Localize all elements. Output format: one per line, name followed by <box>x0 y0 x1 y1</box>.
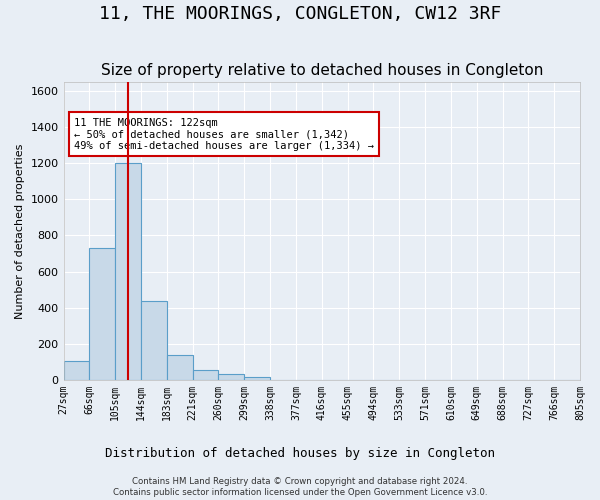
Bar <box>167 354 193 380</box>
Bar <box>64 361 89 380</box>
Y-axis label: Number of detached properties: Number of detached properties <box>15 143 25 318</box>
Text: Contains public sector information licensed under the Open Government Licence v3: Contains public sector information licen… <box>113 488 487 497</box>
Text: Contains HM Land Registry data © Crown copyright and database right 2024.: Contains HM Land Registry data © Crown c… <box>132 477 468 486</box>
Bar <box>218 374 244 380</box>
Bar <box>115 163 141 380</box>
Bar <box>193 370 218 380</box>
Bar <box>244 377 270 380</box>
Bar <box>141 302 167 380</box>
Text: Distribution of detached houses by size in Congleton: Distribution of detached houses by size … <box>105 448 495 460</box>
Bar <box>89 248 115 380</box>
Text: 11 THE MOORINGS: 122sqm
← 50% of detached houses are smaller (1,342)
49% of semi: 11 THE MOORINGS: 122sqm ← 50% of detache… <box>74 118 374 151</box>
Text: 11, THE MOORINGS, CONGLETON, CW12 3RF: 11, THE MOORINGS, CONGLETON, CW12 3RF <box>99 5 501 23</box>
Title: Size of property relative to detached houses in Congleton: Size of property relative to detached ho… <box>101 63 543 78</box>
